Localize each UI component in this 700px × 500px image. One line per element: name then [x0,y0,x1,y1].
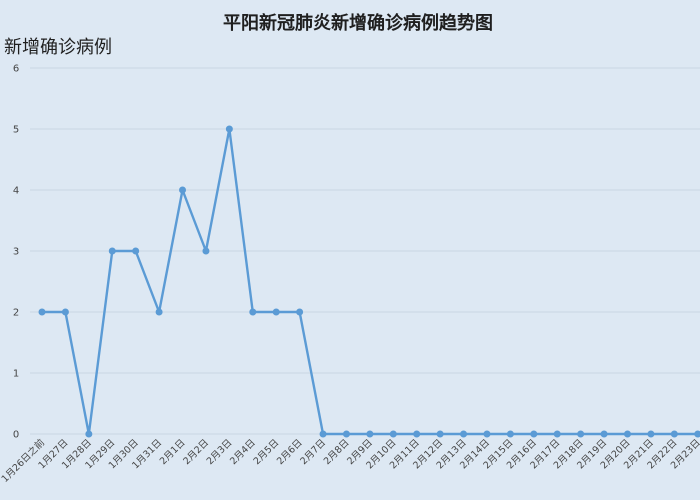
x-tick-label: 2月4日 [228,437,258,467]
data-point [413,430,421,438]
data-point [272,308,280,316]
data-point [132,247,140,255]
data-point [179,186,187,194]
series-line [42,127,698,436]
y-tick-label: 6 [13,64,19,75]
data-point [85,430,93,438]
data-point [460,430,468,438]
data-point [577,430,585,438]
data-point [436,430,444,438]
x-tick-label: 2月8日 [322,437,352,467]
data-point [506,430,514,438]
data-point [296,308,304,316]
data-point [249,308,257,316]
data-point [342,430,350,438]
data-point [647,430,655,438]
data-point [108,247,116,255]
x-tick-label: 2月6日 [275,437,305,467]
y-tick-label: 3 [13,247,19,258]
y-tick-label: 5 [13,125,19,136]
data-point [624,430,631,438]
y-tick-label: 0 [13,430,19,441]
x-tick-label: 2月3日 [205,437,235,467]
y-axis-label: 新增确诊病例 [4,37,112,58]
data-point [483,430,491,438]
data-point [38,308,46,316]
y-tick-label: 4 [13,186,19,197]
data-point [202,247,210,255]
x-tick-labels: 1月26日之前1月27日1月28日1月29日1月30日1月31日2月1日2月2日… [0,437,700,485]
data-point [61,308,69,316]
data-point [530,430,538,438]
x-tick-label: 2月7日 [298,437,328,467]
data-point [366,430,374,438]
x-tick-label: 2月2日 [181,437,211,467]
gridlines [30,67,700,435]
y-tick-label: 2 [13,308,19,319]
data-point [670,430,678,438]
data-point [225,125,233,133]
data-point [389,430,397,438]
data-point [600,430,608,438]
data-point [553,430,561,438]
x-tick-label: 2月1日 [158,437,188,467]
y-tick-label: 1 [13,369,19,380]
series-layer [38,125,700,438]
y-tick-labels: 0 1 2 3 4 5 6 [13,64,19,441]
data-point [155,308,163,316]
chart-title: 平阳新冠肺炎新增确诊病例趋势图 [223,12,493,34]
x-tick-label: 2月5日 [252,437,282,467]
data-point [694,430,700,438]
data-point [319,430,327,438]
